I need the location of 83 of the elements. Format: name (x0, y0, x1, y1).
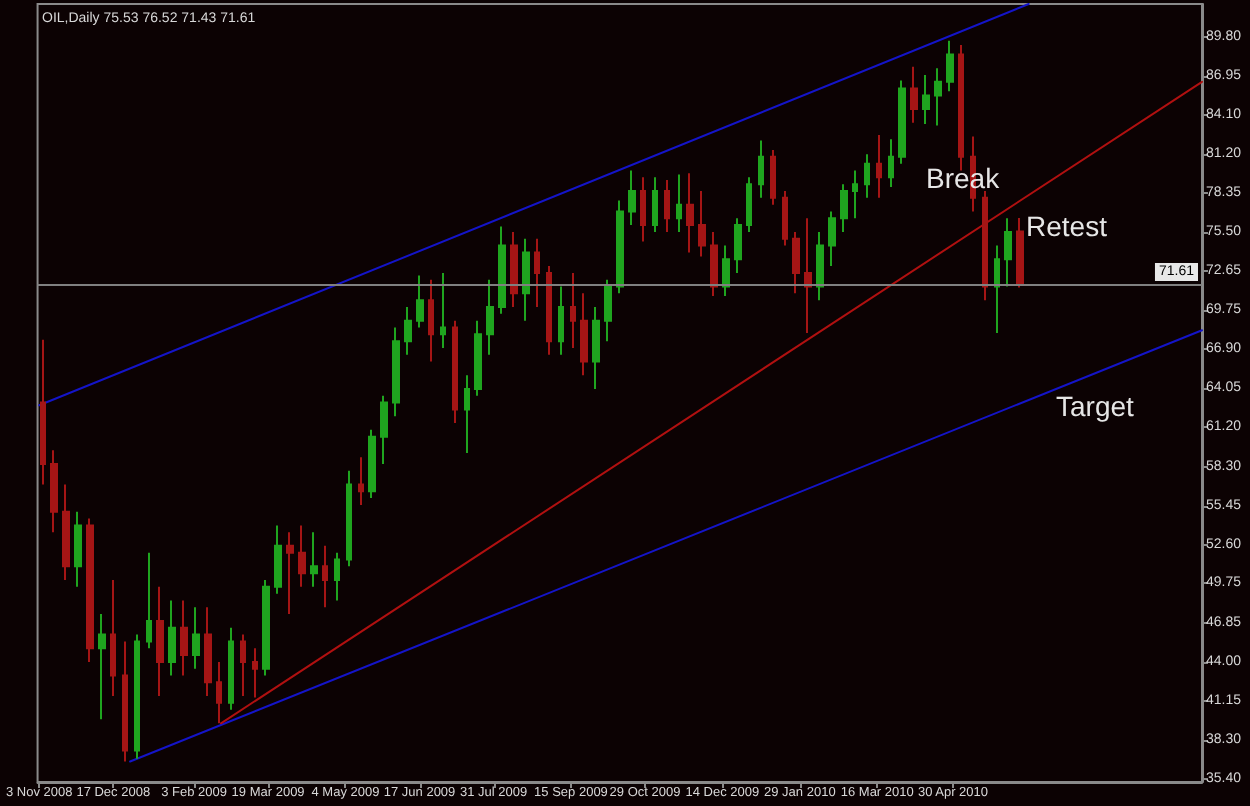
candlestick (640, 176, 646, 243)
candlestick (50, 449, 58, 534)
candlestick (146, 551, 152, 650)
candlestick (358, 456, 364, 506)
candlestick (346, 469, 352, 568)
candlestick (1016, 217, 1024, 289)
candlestick (486, 278, 494, 356)
candlestick (286, 531, 294, 616)
candlestick (322, 544, 328, 609)
candlestick (722, 244, 730, 298)
candlestick (180, 599, 188, 677)
candlestick (122, 640, 128, 763)
candlestick (110, 578, 116, 698)
candlestick (228, 626, 234, 711)
candlestick (734, 217, 742, 274)
candlestick (570, 271, 576, 349)
candlestick (380, 394, 388, 465)
candlestick (898, 79, 906, 165)
candlestick (274, 524, 282, 595)
candlestick (652, 176, 658, 233)
candlestick (498, 225, 506, 315)
candlestick (770, 149, 776, 206)
candlestick (464, 374, 470, 455)
candlestick (628, 169, 636, 227)
candlestick (522, 237, 530, 322)
candlestick (168, 599, 176, 677)
candlestick (934, 67, 942, 127)
candlestick (252, 647, 258, 699)
candlestick (404, 306, 412, 356)
annotation: Target (1056, 390, 1135, 422)
candlestick (676, 173, 682, 233)
candlestick (416, 274, 424, 329)
candlestick (86, 517, 94, 663)
candlestick (782, 189, 788, 247)
candlestick (864, 153, 870, 199)
candlestick (62, 483, 70, 581)
candlestick (392, 326, 400, 418)
candlestick (946, 39, 954, 93)
candlestick (40, 338, 46, 486)
candlestick (334, 551, 340, 602)
candlestick (534, 237, 540, 309)
candlestick (616, 199, 624, 295)
candlestick (262, 578, 270, 677)
candlestick (922, 73, 930, 126)
candlestick (546, 265, 552, 356)
candlestick (192, 606, 200, 670)
candlestick (792, 230, 800, 295)
candlestick (746, 176, 752, 233)
candlestick (474, 319, 482, 397)
candlestick (428, 278, 434, 363)
candlestick (134, 633, 140, 760)
candlestick (840, 183, 848, 233)
candlestick (368, 428, 376, 500)
candlestick (558, 285, 564, 356)
candlestick (1004, 217, 1012, 288)
candlestick (74, 510, 82, 588)
candlestick (298, 524, 306, 588)
candlestick (876, 134, 882, 199)
candlestick (204, 606, 212, 698)
candlestick (758, 139, 764, 199)
candlestick (686, 172, 694, 254)
candlestick (982, 189, 988, 302)
candlestick (592, 306, 600, 390)
candlestick (510, 230, 518, 309)
candlestick (910, 65, 918, 124)
candlestick (604, 278, 612, 343)
candlestick (240, 633, 246, 698)
candlestick (580, 292, 588, 377)
candlestick (440, 271, 446, 349)
candlestick (994, 244, 1000, 334)
candlestick (98, 613, 106, 721)
candlestick (852, 169, 858, 220)
candlestick (888, 138, 894, 188)
annotation: Retest (1026, 210, 1108, 242)
candlestick (804, 217, 812, 334)
candlestick (156, 585, 164, 698)
candlestick (710, 230, 718, 298)
candlestick (664, 179, 670, 233)
candlestick (698, 189, 706, 258)
candlestick (310, 531, 318, 588)
candlestick (452, 319, 458, 425)
candlestick (828, 210, 836, 268)
candlestick (816, 230, 824, 302)
